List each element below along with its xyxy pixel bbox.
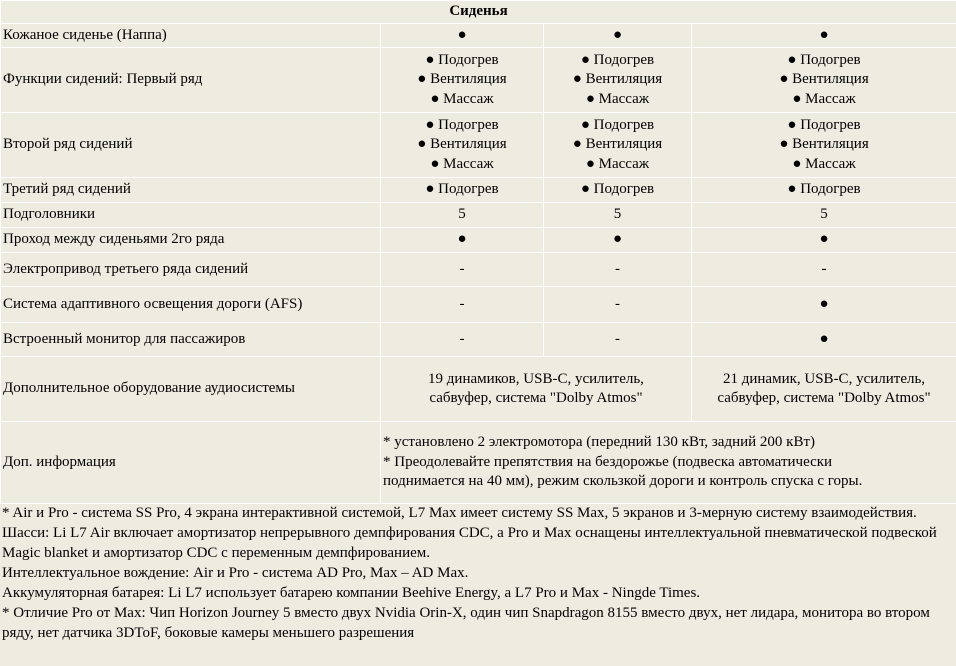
row-label: Функции сидений: Первый ряд [0,47,381,113]
row-label: Подголовники [0,202,381,228]
cell-value: ● [690,322,956,357]
cell-value: ● Подогрев ● Вентиляция ● Массаж [380,112,544,178]
row-label: Второй ряд сидений [0,112,381,178]
feature-heating: ● Подогрев [425,116,499,133]
feature-massage: ● Массаж [792,155,856,172]
footnote: * Отличие Pro от Max: Чип Horizon Journe… [2,605,930,641]
info-line: * установлено 2 электромотора (передний … [383,434,816,451]
info-line: поднимается на 40 мм), режим скользкой д… [383,473,863,490]
row-label: Электропривод третьего ряда сидений [0,252,381,287]
table-row: Система адаптивного освещения дороги (AF… [0,286,956,323]
footnotes: * Air и Pro - система SS Pro, 4 экрана и… [0,503,942,643]
table-title-row: Сиденья [0,0,956,24]
cell-value: ● [543,23,692,48]
table-row: Кожаное сиденье (Наппа) ● ● ● [0,23,956,48]
cell-value: ● Подогрев [690,177,956,203]
audio-line: 19 динамиков, USB-C, усилитель, [428,370,644,387]
table-row: Проход между сиденьями 2го ряда ● ● ● [0,227,956,253]
feature-heating: ● Подогрев [787,51,861,68]
table-row: Встроенный монитор для пассажиров - - ● [0,322,956,357]
feature-ventilation: ● Вентиляция [779,136,869,153]
cell-value: ● [690,23,956,48]
info-line: * Преодолевайте препятствия на бездорожь… [383,453,833,470]
cell-value: ● [690,286,956,323]
feature-massage: ● Массаж [430,90,494,107]
audio-value-right: 21 динамик, USB-C, усилитель, сабвуфер, … [690,356,956,422]
cell-value: - [380,322,544,357]
cell-value: 5 [543,202,692,228]
row-label: Система адаптивного освещения дороги (AF… [0,286,381,323]
table-row: Функции сидений: Первый ряд ● Подогрев ●… [0,47,956,113]
feature-ventilation: ● Вентиляция [572,71,663,88]
row-label: Доп. информация [0,421,381,504]
table-row: Дополнительное оборудование аудиосистемы… [0,356,956,422]
info-value: * установлено 2 электромотора (передний … [379,421,956,504]
row-label: Встроенный монитор для пассажиров [0,322,381,357]
feature-heating: ● Подогрев [787,116,861,133]
cell-value: - [690,252,956,287]
cell-value: ● Подогрев ● Вентиляция ● Массаж [690,47,956,113]
audio-line: сабвуфер, система "Dolby Atmos" [429,390,643,406]
cell-value: - [380,286,544,323]
feature-heating: ● Подогрев [580,51,655,68]
cell-value: - [380,252,544,287]
table-row: Доп. информация * установлено 2 электром… [0,421,956,504]
cell-value: - [543,252,692,287]
cell-value: - [543,322,692,357]
row-label: Кожаное сиденье (Наппа) [0,23,381,48]
feature-heating: ● Подогрев [580,116,655,133]
cell-value: ● Подогрев ● Вентиляция ● Массаж [690,112,956,178]
table-row: Подголовники 5 5 5 [0,202,956,228]
table-row: Третий ряд сидений ● Подогрев ● Подогрев… [0,177,956,203]
feature-ventilation: ● Вентиляция [779,71,869,88]
cell-value: ● Подогрев ● Вентиляция ● Массаж [380,47,544,113]
cell-value: ● Подогрев [543,177,692,203]
cell-value: 5 [380,202,544,228]
feature-massage: ● Массаж [585,155,650,172]
row-label: Третий ряд сидений [0,177,381,203]
footnote: * Air и Pro - система SS Pro, 4 экрана и… [2,505,917,521]
footnote: Шасси: Li L7 Air включает амортизатор не… [2,525,937,561]
seats-table: Сиденья Кожаное сиденье (Наппа) ● ● ● Фу… [0,0,956,504]
cell-value: ● [380,23,544,48]
cell-value: ● Подогрев ● Вентиляция ● Массаж [543,47,692,113]
audio-value-left: 19 динамиков, USB-C, усилитель, сабвуфер… [380,356,692,422]
cell-value: ● [690,227,956,253]
feature-heating: ● Подогрев [425,51,499,68]
feature-massage: ● Массаж [585,90,650,107]
feature-massage: ● Массаж [792,90,856,107]
feature-massage: ● Массаж [430,155,494,172]
table-title: Сиденья [0,0,956,24]
cell-value: ● [543,227,692,253]
cell-value: ● Подогрев ● Вентиляция ● Массаж [543,112,692,178]
feature-ventilation: ● Вентиляция [417,71,507,88]
table-row: Электропривод третьего ряда сидений - - … [0,252,956,287]
cell-value: - [543,286,692,323]
table-row: Второй ряд сидений ● Подогрев ● Вентиляц… [0,112,956,178]
cell-value: 5 [690,202,956,228]
audio-line: сабвуфер, система "Dolby Atmos" [717,390,931,406]
row-label: Проход между сиденьями 2го ряда [0,227,381,253]
row-label: Дополнительное оборудование аудиосистемы [0,356,381,422]
footnote: Аккумуляторная батарея: Li L7 использует… [2,585,701,601]
cell-value: ● Подогрев [380,177,544,203]
cell-value: ● [380,227,544,253]
footnote: Интеллектуальное вождение: Air и Pro - с… [2,565,469,581]
feature-ventilation: ● Вентиляция [572,136,663,153]
audio-line: 21 динамик, USB-C, усилитель, [722,370,926,387]
feature-ventilation: ● Вентиляция [417,136,507,153]
